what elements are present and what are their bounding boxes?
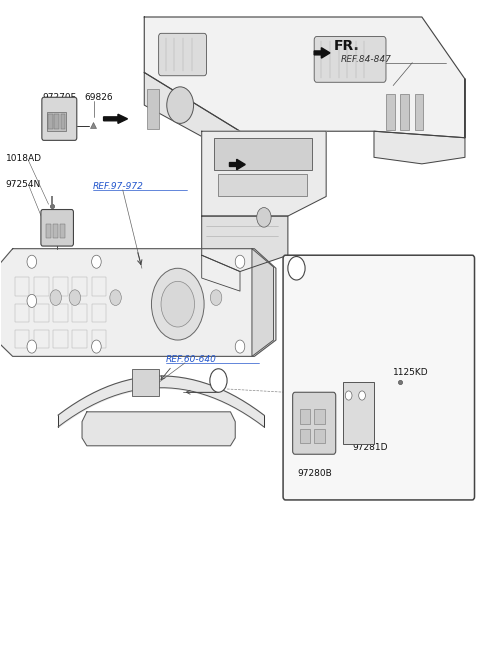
Bar [34, 330, 48, 348]
Circle shape [50, 290, 61, 305]
Polygon shape [82, 412, 235, 446]
Bar [60, 114, 65, 129]
Circle shape [345, 391, 352, 400]
Circle shape [235, 340, 245, 353]
Bar [400, 94, 409, 130]
Circle shape [27, 255, 36, 268]
Circle shape [257, 207, 271, 227]
Bar [54, 114, 59, 129]
Bar [15, 330, 29, 348]
Text: 69826: 69826 [84, 93, 113, 102]
Circle shape [69, 290, 81, 305]
Text: 1125KD: 1125KD [393, 368, 429, 377]
Text: a: a [292, 264, 297, 273]
Polygon shape [144, 17, 465, 138]
Bar [46, 224, 51, 238]
Bar [15, 277, 29, 296]
Bar [314, 409, 324, 424]
FancyBboxPatch shape [158, 33, 206, 76]
FancyBboxPatch shape [41, 209, 73, 246]
Bar [60, 224, 65, 238]
Polygon shape [229, 160, 245, 170]
Bar [343, 383, 374, 445]
Bar [92, 303, 106, 322]
Polygon shape [144, 73, 240, 158]
Circle shape [110, 290, 121, 305]
Polygon shape [252, 249, 274, 356]
Bar [15, 303, 29, 322]
Bar [53, 330, 68, 348]
Text: FR.: FR. [333, 39, 359, 54]
Bar [314, 429, 324, 443]
Bar [214, 138, 312, 171]
Polygon shape [374, 79, 465, 164]
Polygon shape [202, 131, 326, 216]
Bar [47, 112, 66, 131]
Text: FR.: FR. [252, 152, 278, 165]
FancyBboxPatch shape [42, 97, 77, 141]
Bar [386, 94, 395, 130]
Polygon shape [202, 255, 240, 291]
FancyBboxPatch shape [293, 392, 336, 455]
Bar [53, 303, 68, 322]
Circle shape [210, 290, 222, 305]
Circle shape [288, 256, 305, 280]
Bar [92, 330, 106, 348]
Polygon shape [202, 216, 288, 271]
Text: REF.84-847: REF.84-847 [340, 55, 391, 64]
Circle shape [210, 369, 227, 392]
Polygon shape [104, 114, 128, 124]
Circle shape [92, 255, 101, 268]
Circle shape [152, 268, 204, 340]
Text: 97280B: 97280B [298, 470, 332, 478]
Circle shape [161, 281, 194, 327]
Circle shape [235, 255, 245, 268]
Bar [147, 90, 158, 129]
Bar [53, 277, 68, 296]
Bar [48, 114, 53, 129]
Bar [53, 224, 58, 238]
Bar [300, 429, 311, 443]
Bar [218, 173, 307, 196]
Bar [415, 94, 423, 130]
Text: REF.97-972: REF.97-972 [93, 182, 144, 191]
Text: REF.60-640: REF.60-640 [166, 355, 216, 364]
Bar [92, 277, 106, 296]
FancyBboxPatch shape [283, 255, 475, 500]
FancyBboxPatch shape [314, 37, 386, 82]
Circle shape [27, 294, 36, 307]
Bar [34, 303, 48, 322]
Bar [132, 370, 158, 396]
Text: 1018AD: 1018AD [5, 154, 41, 163]
Circle shape [359, 391, 365, 400]
Bar [72, 303, 87, 322]
Text: a: a [214, 376, 219, 385]
Polygon shape [314, 48, 330, 58]
Text: 97270F: 97270F [42, 93, 76, 102]
Polygon shape [0, 249, 276, 356]
Circle shape [92, 340, 101, 353]
Text: 97254N: 97254N [5, 181, 41, 189]
Bar [72, 330, 87, 348]
Text: 97281D: 97281D [352, 443, 388, 452]
Circle shape [167, 87, 193, 124]
Bar [300, 409, 311, 424]
Bar [72, 277, 87, 296]
Circle shape [27, 340, 36, 353]
Bar [34, 277, 48, 296]
